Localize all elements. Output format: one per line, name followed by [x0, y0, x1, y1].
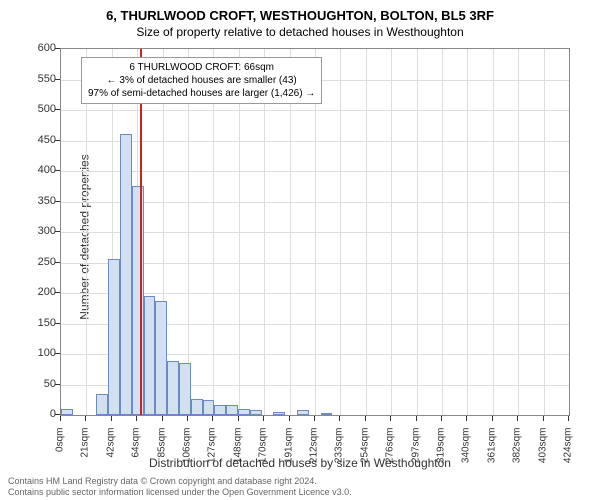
- y-tick-label: 0: [50, 408, 56, 420]
- x-tick-mark: [441, 416, 442, 421]
- gridline-v: [442, 49, 443, 415]
- x-tick-mark: [212, 416, 213, 421]
- y-tick-label: 400: [38, 164, 56, 176]
- y-tick-label: 100: [38, 347, 56, 359]
- x-tick-mark: [543, 416, 544, 421]
- histogram-bar: [273, 412, 285, 415]
- y-tick-label: 50: [44, 378, 56, 390]
- x-tick-mark: [289, 416, 290, 421]
- x-tick-mark: [492, 416, 493, 421]
- chart-title-main: 6, THURLWOOD CROFT, WESTHOUGHTON, BOLTON…: [0, 0, 600, 23]
- y-tick-label: 550: [38, 73, 56, 85]
- gridline-v: [467, 49, 468, 415]
- gridline-v: [340, 49, 341, 415]
- histogram-bar: [250, 410, 262, 415]
- annotation-line2: ← 3% of detached houses are smaller (43): [88, 74, 315, 87]
- y-tick-label: 300: [38, 225, 56, 237]
- footer: Contains HM Land Registry data © Crown c…: [8, 476, 352, 498]
- gridline-v: [366, 49, 367, 415]
- y-tick-label: 450: [38, 134, 56, 146]
- gridline-v: [544, 49, 545, 415]
- histogram-bar: [61, 409, 73, 415]
- x-tick-mark: [517, 416, 518, 421]
- histogram-bar: [179, 363, 191, 415]
- x-tick-mark: [263, 416, 264, 421]
- y-tick-label: 500: [38, 103, 56, 115]
- histogram-bar: [120, 134, 132, 415]
- annotation-line3: 97% of semi-detached houses are larger (…: [88, 87, 315, 100]
- histogram-bar: [297, 410, 309, 415]
- annotation-box: 6 THURLWOOD CROFT: 66sqm ← 3% of detache…: [81, 57, 322, 104]
- histogram-bar: [96, 394, 108, 415]
- gridline-v: [518, 49, 519, 415]
- y-tick-label: 200: [38, 286, 56, 298]
- histogram-bar: [191, 399, 203, 415]
- x-tick-mark: [390, 416, 391, 421]
- x-tick-mark: [314, 416, 315, 421]
- annotation-line1: 6 THURLWOOD CROFT: 66sqm: [88, 61, 315, 74]
- x-axis-label: Distribution of detached houses by size …: [0, 456, 600, 470]
- gridline-v: [493, 49, 494, 415]
- x-tick-mark: [238, 416, 239, 421]
- histogram-bar: [144, 296, 156, 415]
- histogram-bar: [108, 259, 120, 415]
- histogram-bar: [203, 400, 215, 415]
- x-tick-mark: [136, 416, 137, 421]
- y-tick-label: 250: [38, 256, 56, 268]
- footer-line2: Contains public sector information licen…: [8, 487, 352, 498]
- y-tick-label: 350: [38, 195, 56, 207]
- x-tick-mark: [466, 416, 467, 421]
- x-tick-mark: [339, 416, 340, 421]
- gridline-v: [417, 49, 418, 415]
- histogram-bar: [167, 361, 179, 415]
- chart-title-sub: Size of property relative to detached ho…: [0, 23, 600, 39]
- chart-container: 6, THURLWOOD CROFT, WESTHOUGHTON, BOLTON…: [0, 0, 600, 500]
- x-tick-mark: [365, 416, 366, 421]
- gridline-v: [391, 49, 392, 415]
- x-tick-mark: [187, 416, 188, 421]
- x-tick-mark: [568, 416, 569, 421]
- y-tick-label: 600: [38, 42, 56, 54]
- histogram-bar: [321, 413, 333, 415]
- y-tick-label: 150: [38, 317, 56, 329]
- x-tick-mark: [162, 416, 163, 421]
- histogram-bar: [238, 409, 250, 415]
- histogram-bar: [214, 405, 226, 415]
- footer-line1: Contains HM Land Registry data © Crown c…: [8, 476, 352, 487]
- x-tick-mark: [60, 416, 61, 421]
- histogram-bar: [226, 405, 238, 415]
- x-tick-mark: [85, 416, 86, 421]
- plot-area: 6 THURLWOOD CROFT: 66sqm ← 3% of detache…: [60, 48, 570, 416]
- x-tick-mark: [416, 416, 417, 421]
- x-tick-mark: [111, 416, 112, 421]
- histogram-bar: [155, 301, 167, 415]
